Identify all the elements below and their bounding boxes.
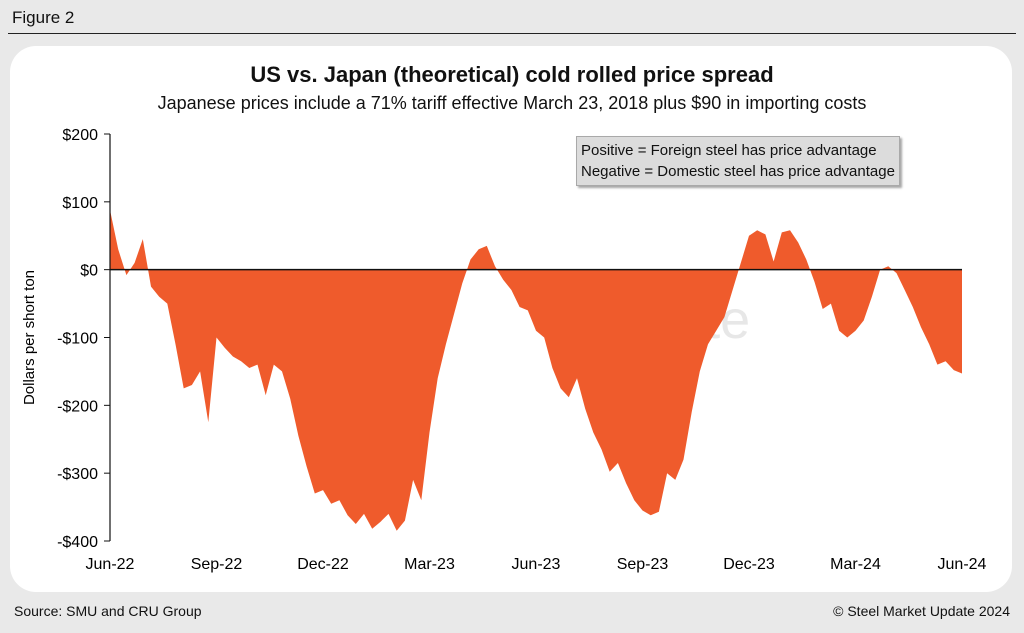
- y-axis-label: Dollars per short ton: [21, 270, 38, 405]
- copyright-note: © Steel Market Update 2024: [833, 603, 1010, 619]
- y-tick-label: -$100: [57, 331, 98, 348]
- x-tick-label: Mar-23: [404, 556, 455, 573]
- x-tick-label: Dec-23: [723, 556, 775, 573]
- watermark-badge-text: CRU: [765, 273, 793, 288]
- x-tick-label: Jun-22: [86, 556, 135, 573]
- x-axis-ticks: Jun-22 Sep-22 Dec-22 Mar-23 Jun-23 Sep-23 Dec-…: [86, 556, 987, 573]
- y-tick-label: $200: [62, 127, 98, 144]
- chart-subtitle: Japanese prices include a 71% tariff eff…: [157, 93, 867, 113]
- figure-label: Figure 2: [12, 8, 75, 27]
- annotation-positive: Positive = Foreign steel has price advan…: [581, 142, 877, 159]
- x-tick-label: Sep-22: [191, 556, 243, 573]
- y-tick-label: -$300: [57, 466, 98, 483]
- y-tick-label: -$400: [57, 534, 98, 551]
- y-tick-label: $100: [62, 195, 98, 212]
- x-tick-label: Dec-22: [297, 556, 349, 573]
- x-tick-label: Jun-24: [938, 556, 987, 573]
- chart-title: US vs. Japan (theoretical) cold rolled p…: [250, 62, 774, 87]
- x-tick-label: Sep-23: [617, 556, 669, 573]
- source-note: Source: SMU and CRU Group: [14, 603, 202, 619]
- x-tick-label: Mar-24: [830, 556, 881, 573]
- header-rule: [8, 33, 1016, 34]
- y-axis-ticks: $200 $100 $0 -$100 -$200 -$300 -$400: [57, 127, 110, 551]
- annotation-negative: Negative = Domestic steel has price adva…: [581, 163, 895, 180]
- y-tick-label: $0: [80, 263, 98, 280]
- annotation-box: Positive = Foreign steel has price advan…: [576, 136, 900, 186]
- x-tick-label: Jun-23: [512, 556, 561, 573]
- spread-area: [110, 210, 962, 531]
- y-tick-label: -$200: [57, 398, 98, 415]
